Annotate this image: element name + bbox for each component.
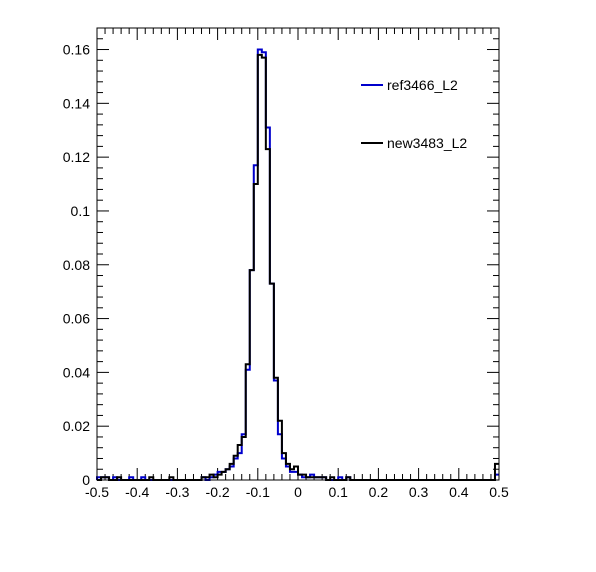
- y-axis-ticks: [97, 27, 499, 481]
- x-tick-label: -0.5: [85, 484, 109, 500]
- legend: ref3466_L2 new3483_L2: [361, 77, 467, 151]
- x-tick-label: -0.4: [125, 484, 149, 500]
- y-tick-label: 0.04: [63, 364, 90, 380]
- y-tick-label: 0.14: [63, 95, 90, 111]
- plot-frame: [96, 27, 500, 481]
- x-tick-label: 0.5: [489, 484, 509, 500]
- y-axis-tick-labels: 0 0.02 0.04 0.06 0.08 0.1 0.12 0.14 0.16: [63, 42, 90, 488]
- legend-label: ref3466_L2: [387, 77, 458, 93]
- y-tick-label: 0.12: [63, 149, 90, 165]
- y-tick-label: 0: [82, 472, 90, 488]
- y-tick-label: 0.16: [63, 42, 90, 58]
- y-tick-label: 0.08: [63, 257, 90, 273]
- x-tick-label: -0.3: [165, 484, 189, 500]
- y-tick-label: 0.1: [71, 203, 91, 219]
- x-tick-label: 0.1: [328, 484, 348, 500]
- x-tick-label: 0.2: [369, 484, 389, 500]
- legend-label: new3483_L2: [387, 135, 467, 151]
- x-tick-label: 0.3: [409, 484, 429, 500]
- x-axis-tick-labels: -0.5 -0.4 -0.3 -0.2 -0.1 0 0.1 0.2 0.3 0.4 0.5: [85, 484, 509, 500]
- x-tick-label: 0: [294, 484, 302, 500]
- x-tick-label: 0.4: [449, 484, 469, 500]
- x-tick-label: -0.2: [206, 484, 230, 500]
- y-tick-label: 0.06: [63, 311, 90, 327]
- x-tick-label: -0.1: [246, 484, 270, 500]
- y-tick-label: 0.02: [63, 418, 90, 434]
